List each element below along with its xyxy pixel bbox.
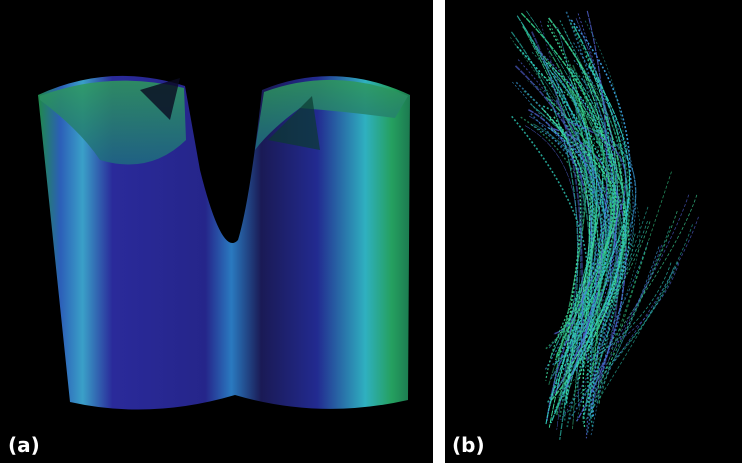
panel-label: (a)	[8, 433, 40, 457]
panel-label: (b)	[452, 433, 485, 457]
page: (a) (b) (() => { const data = JSON.parse…	[0, 0, 742, 463]
figure: (a) (b)	[0, 0, 742, 463]
